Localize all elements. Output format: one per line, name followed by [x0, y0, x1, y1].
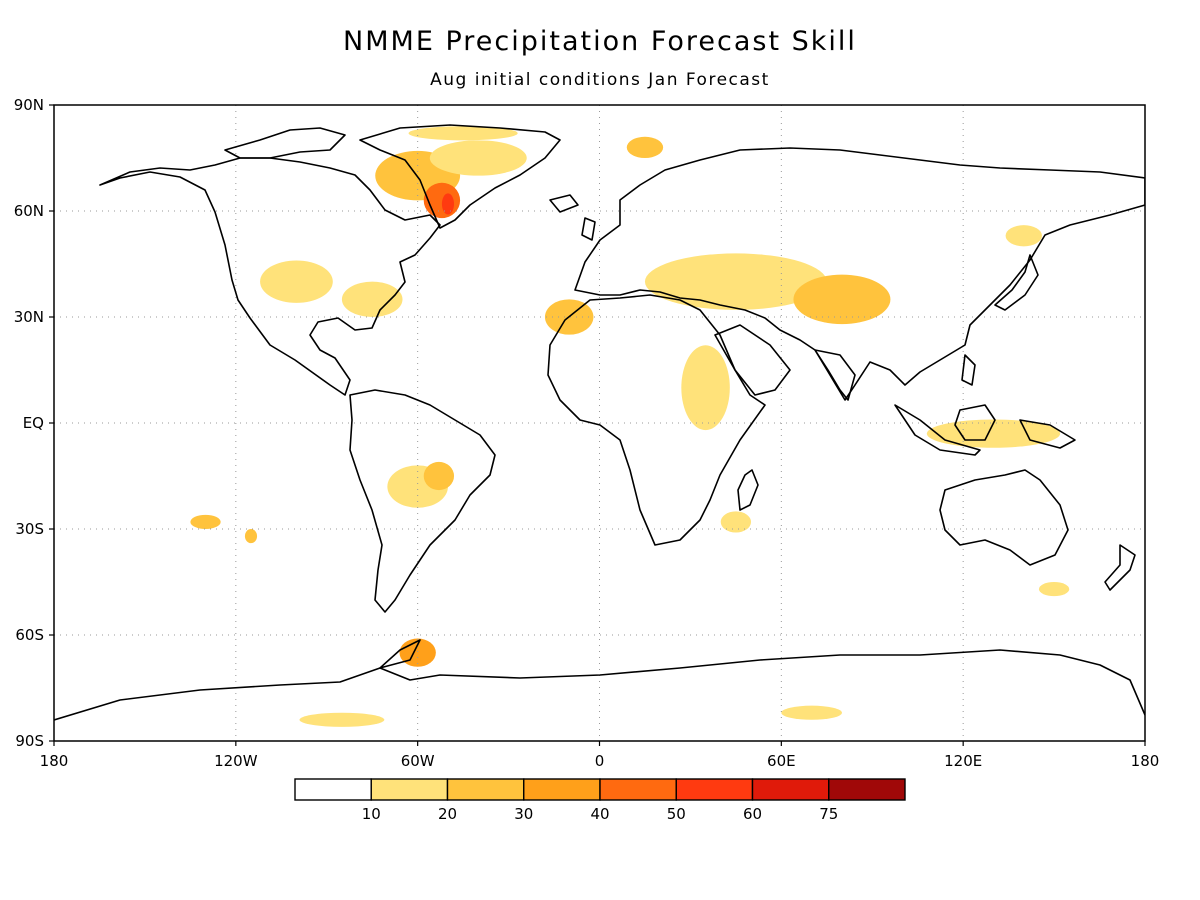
- coastline-new-zealand: [1104, 544, 1136, 591]
- skill-region-14: [926, 419, 1061, 448]
- skill-region-9: [399, 638, 436, 667]
- colorbar-bin: [446, 778, 525, 801]
- colorbar-bin: [523, 778, 601, 801]
- lat-tick-label: 60N: [14, 202, 44, 220]
- coastline-arabia: [714, 324, 791, 396]
- colorbar-bin: [828, 778, 906, 801]
- skill-region-12: [793, 274, 891, 325]
- skill-region-13: [681, 345, 730, 431]
- gridlines: [54, 105, 1145, 741]
- colorbar: 10 20 30 40 50 60 75: [294, 778, 906, 823]
- skill-region-2: [441, 193, 455, 215]
- skill-region-15: [1005, 225, 1042, 247]
- map-title: NMME Precipitation Forecast Skill: [343, 26, 857, 57]
- skill-region-6: [341, 281, 403, 318]
- lat-tick-label: 60S: [15, 626, 44, 644]
- lat-tick-label: 90S: [15, 732, 44, 750]
- colorbar-bin: [675, 778, 754, 801]
- lon-tick-label: 180: [1131, 752, 1160, 770]
- coastline-antarctica: [54, 649, 1145, 721]
- map-subtitle: Aug initial conditions Jan Forecast: [430, 70, 770, 90]
- skill-region-19: [244, 529, 258, 544]
- latitude-axis-labels: 90N 60N 30N EQ 30S 60S 90S: [14, 96, 54, 750]
- coastline-south-america: [349, 389, 496, 613]
- skill-region-17: [1038, 582, 1070, 597]
- colorbar-bin: [370, 778, 449, 801]
- coastline-sumatra-java: [894, 404, 981, 456]
- colorbar-label: 30: [514, 805, 533, 823]
- colorbar-bin: [294, 778, 372, 801]
- coastline-borneo: [954, 404, 996, 441]
- skill-region-21: [781, 705, 842, 720]
- lon-tick-label: 120W: [214, 752, 258, 770]
- colorbar-label: 10: [362, 805, 381, 823]
- lat-tick-label: EQ: [23, 414, 44, 432]
- lon-tick-label: 60E: [767, 752, 796, 770]
- lat-tick-label: 90N: [14, 96, 44, 114]
- lon-tick-label: 60W: [401, 752, 435, 770]
- coastline-new-guinea: [1019, 419, 1076, 449]
- coastline-british-isles: [581, 217, 596, 241]
- coastlines: [54, 124, 1145, 721]
- skill-region-5: [260, 260, 333, 303]
- colorbar-label: 20: [438, 805, 457, 823]
- colorbar-label: 60: [743, 805, 762, 823]
- lon-tick-label: 180: [40, 752, 69, 770]
- lat-tick-label: 30N: [14, 308, 44, 326]
- skill-region-1: [423, 182, 461, 219]
- coastline-greenland: [359, 124, 561, 229]
- colorbar-bin: [751, 778, 830, 801]
- skill-region-18: [190, 514, 221, 530]
- coastline-canadian-islands: [224, 127, 346, 159]
- skill-region-20: [720, 511, 752, 533]
- lon-tick-label: 0: [595, 752, 605, 770]
- coastline-africa: [547, 294, 766, 546]
- coastline-australia: [939, 469, 1069, 566]
- coastline-japan: [994, 254, 1039, 311]
- coastline-iceland: [549, 194, 579, 213]
- coastline-north-america: [99, 157, 441, 396]
- skill-region-3: [429, 140, 527, 176]
- lat-tick-label: 30S: [15, 520, 44, 538]
- skill-region-22: [299, 712, 385, 727]
- coastline-antarctic-peninsula: [379, 639, 421, 669]
- skill-region-16: [626, 136, 664, 158]
- coastline-madagascar: [737, 469, 759, 511]
- colorbar-label: 75: [819, 805, 838, 823]
- coastline-philippines: [961, 354, 976, 386]
- colorbar-label: 40: [590, 805, 609, 823]
- coastline-india: [814, 349, 856, 401]
- longitude-axis-labels: 180 120W 60W 0 60E 120E 180: [40, 741, 1160, 770]
- skill-region-4: [408, 126, 518, 141]
- lon-tick-label: 120E: [944, 752, 982, 770]
- colorbar-bin: [599, 778, 677, 801]
- coastline-eurasia: [574, 147, 1145, 401]
- skill-region-8: [423, 461, 455, 491]
- colorbar-label: 50: [667, 805, 686, 823]
